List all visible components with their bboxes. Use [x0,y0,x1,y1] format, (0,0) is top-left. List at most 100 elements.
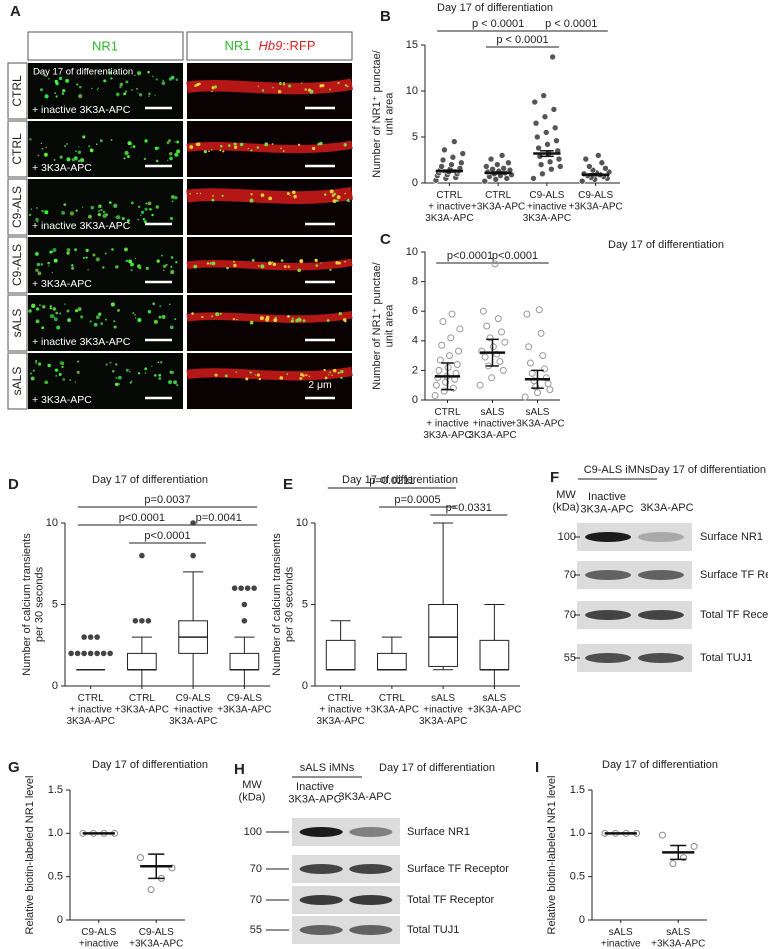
puncta [78,93,83,99]
puncta [41,147,44,150]
point [456,325,464,333]
puncta [211,90,213,93]
puncta [141,210,145,214]
puncta [274,316,277,320]
point [436,356,444,364]
treatment-label: + inactive 3K3A-APC [32,336,131,348]
point [448,310,456,318]
puncta [329,371,332,374]
outlier [94,634,100,640]
puncta [152,302,156,306]
puncta [233,142,237,146]
puncta [148,95,150,97]
puncta [336,195,341,200]
puncta [170,265,173,268]
puncta [212,194,214,197]
puncta [88,145,91,148]
puncta [45,146,47,149]
x-tick-label: C9-ALS +3K3A-APC [217,693,271,716]
puncta [140,214,142,216]
y-tick-label: 5 [52,598,58,610]
puncta [58,76,63,81]
point [535,306,543,314]
puncta [36,262,41,267]
puncta [157,146,160,150]
puncta [329,88,332,91]
band [585,570,632,580]
puncta [346,85,349,88]
puncta [176,140,180,144]
puncta [211,261,216,266]
puncta [297,268,301,273]
point [481,353,489,361]
band [637,532,684,542]
puncta [155,78,158,81]
puncta [298,143,301,146]
point [540,92,547,99]
puncta [103,79,107,83]
annotation: p < 0.0001 [472,18,524,30]
puncta [129,370,131,373]
point [453,360,461,368]
point [482,163,490,170]
puncta [132,312,135,315]
band-name: Total TF Receptor [407,894,495,906]
puncta [55,95,58,98]
puncta [168,151,173,156]
puncta [314,258,318,263]
puncta [65,78,70,83]
row-label-box [7,236,28,294]
puncta [34,252,39,256]
puncta [162,269,165,272]
puncta [168,380,173,385]
point [499,366,507,374]
blot-header: sALS iMNs [300,762,355,774]
puncta [71,158,75,162]
annotation: p<0.0001 [119,512,165,524]
y-tick-label: 2 [412,364,418,376]
panel-label: B [380,8,391,25]
band-name: Total TF Receptor [700,609,768,621]
x-tick-label: C9-ALS +3K3A-APC [129,927,183,949]
puncta [208,150,210,153]
header-part: ::RFP [282,38,315,53]
puncta [76,370,80,374]
puncta [264,142,269,147]
puncta [283,81,285,84]
puncta [63,203,67,206]
puncta [338,312,342,316]
puncta [329,268,332,271]
puncta [74,309,79,313]
image-nr1 [28,63,183,119]
puncta [261,89,265,92]
puncta [113,203,118,208]
band [637,653,684,663]
puncta [343,143,347,147]
puncta [260,193,265,197]
image-merge [187,179,352,235]
scale-label: 2 μm [308,379,332,391]
y-axis-label: Number of NR1⁺ punctae/unit area [371,261,396,389]
puncta [35,360,38,363]
point [595,152,602,159]
puncta [289,194,291,197]
puncta [308,375,311,378]
header-part: Hb9 [258,38,282,53]
puncta [144,372,147,374]
outlier [241,618,248,624]
puncta [117,308,120,312]
puncta [55,374,58,377]
puncta [43,152,48,157]
puncta [256,373,260,377]
point [440,387,448,395]
puncta [132,145,136,148]
mw-value: 55 [564,652,576,664]
puncta [49,314,55,319]
header-right: NR1 Hb9::RFP [224,38,315,53]
puncta [108,201,112,204]
puncta [36,207,38,209]
point [488,374,496,382]
puncta [35,307,40,311]
puncta [125,368,129,372]
